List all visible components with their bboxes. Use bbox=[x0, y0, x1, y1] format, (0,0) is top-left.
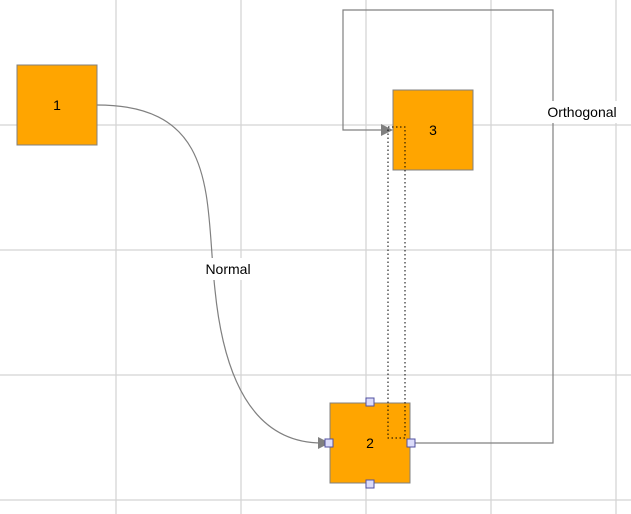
arrowhead-icon bbox=[381, 124, 393, 136]
node-3[interactable]: 3 bbox=[392, 89, 474, 171]
edge-label-orthogonal[interactable]: Orthogonal bbox=[547, 104, 616, 120]
resize-handle-left[interactable] bbox=[324, 438, 334, 448]
node-2[interactable]: 2 bbox=[329, 402, 411, 484]
edge-orthogonal[interactable]: Orthogonal bbox=[342, 9, 628, 444]
edge-label-normal[interactable]: Normal bbox=[205, 261, 250, 277]
node-1[interactable]: 1 bbox=[16, 64, 98, 146]
node-label: 1 bbox=[53, 97, 61, 113]
node-label: 3 bbox=[429, 122, 437, 138]
resize-handle-right[interactable] bbox=[406, 438, 416, 448]
resize-handle-bottom[interactable] bbox=[365, 479, 375, 489]
resize-handle-top[interactable] bbox=[365, 397, 375, 407]
node-label: 2 bbox=[366, 435, 374, 451]
edge-selection-outline bbox=[387, 126, 406, 439]
selection-handles bbox=[324, 397, 416, 489]
edge-normal[interactable]: Normal bbox=[96, 104, 330, 449]
arrowhead-icon bbox=[318, 437, 330, 449]
